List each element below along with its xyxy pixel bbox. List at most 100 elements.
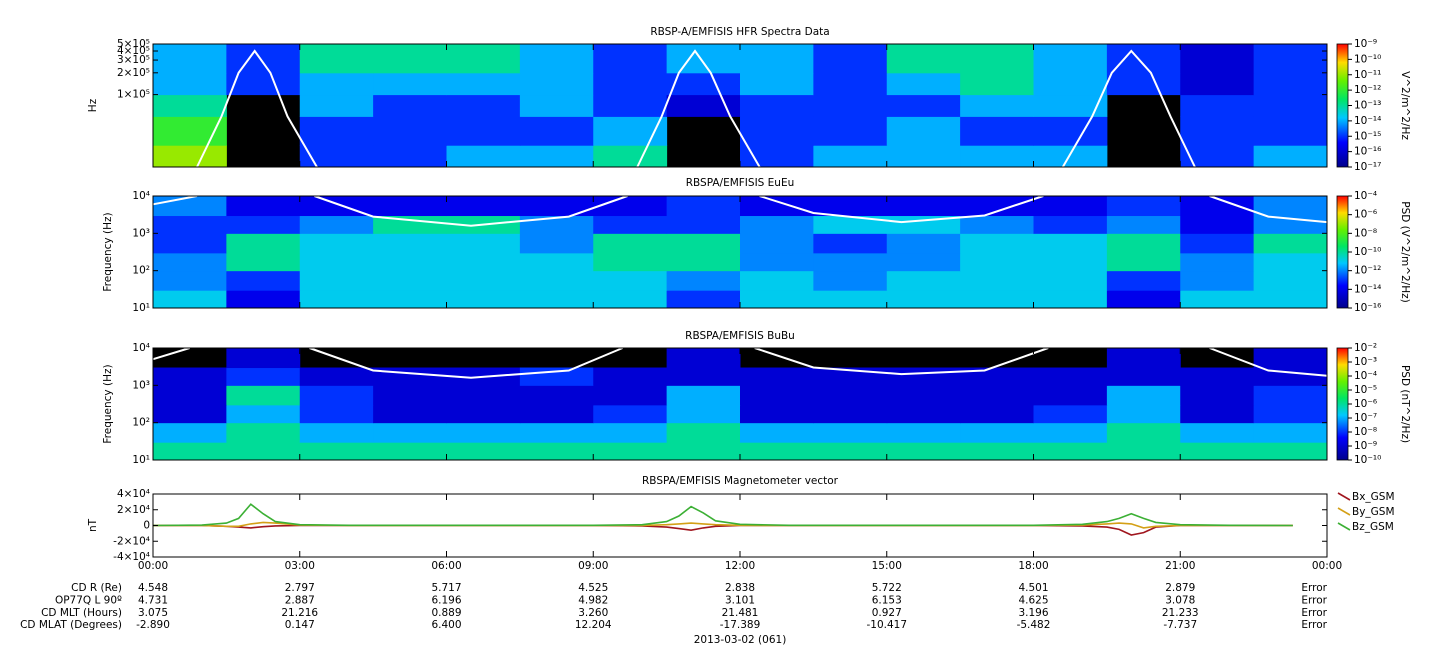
heatmap-cell bbox=[446, 94, 521, 117]
ephemeris-value: 0.889 bbox=[431, 607, 461, 619]
heatmap-cell bbox=[519, 385, 594, 406]
heatmap-cell bbox=[1033, 442, 1108, 461]
ephemeris-value: 21.233 bbox=[1162, 607, 1199, 619]
ephemeris-value: Error bbox=[1301, 594, 1327, 606]
heatmap-cell bbox=[813, 270, 888, 291]
ephemeris-value: 2.887 bbox=[285, 594, 315, 606]
heatmap-cell bbox=[446, 422, 521, 443]
heatmap-cell bbox=[373, 270, 447, 291]
heatmap-cell bbox=[153, 442, 227, 461]
heatmap-cell bbox=[299, 404, 374, 424]
heatmap-cell bbox=[299, 385, 374, 406]
data-line bbox=[153, 521, 1293, 529]
panel-title: RBSPA/EMFISIS BuBu bbox=[685, 330, 795, 342]
heatmap-cell bbox=[886, 270, 961, 291]
ephemeris-value: 5.722 bbox=[872, 582, 902, 594]
heatmap-cell bbox=[740, 145, 814, 168]
ephemeris-value: 21.216 bbox=[281, 607, 318, 619]
heatmap-cell bbox=[886, 252, 961, 272]
heatmap-cell bbox=[960, 72, 1034, 96]
heatmap-cell bbox=[813, 116, 888, 146]
heatmap-cell bbox=[960, 94, 1034, 117]
colorbar-tick-label: 10⁻⁸ bbox=[1354, 227, 1377, 239]
heatmap-cell bbox=[1106, 385, 1181, 406]
heatmap-cell bbox=[593, 44, 668, 74]
heatmap-cell bbox=[593, 233, 668, 254]
ephemeris-value: 4.548 bbox=[138, 582, 168, 594]
heatmap-cell bbox=[960, 252, 1034, 272]
heatmap-cell bbox=[1253, 442, 1328, 461]
heatmap-cell bbox=[593, 145, 668, 168]
colorbar-tick-label: 10⁻⁸ bbox=[1354, 426, 1377, 438]
heatmap-cell bbox=[1033, 404, 1108, 424]
heatmap-cell bbox=[373, 233, 447, 254]
ephemeris-value: 0.147 bbox=[285, 619, 315, 631]
heatmap-cell bbox=[886, 196, 961, 217]
y-tick-label: 10⁴ bbox=[132, 190, 150, 202]
panel-title: RBSP-A/EMFISIS HFR Spectra Data bbox=[650, 26, 829, 38]
heatmap-cell bbox=[593, 290, 668, 309]
heatmap-cell bbox=[153, 290, 227, 309]
ephemeris-value: 4.501 bbox=[1018, 582, 1048, 594]
heatmap-cell bbox=[519, 72, 594, 96]
y-tick-label: 0 bbox=[143, 520, 150, 532]
heatmap-cell bbox=[813, 72, 888, 96]
heatmap-cell bbox=[446, 385, 521, 406]
ephemeris-value: -2.890 bbox=[136, 619, 170, 631]
colorbar-tick-label: 10⁻⁴ bbox=[1354, 190, 1377, 202]
heatmap-cell bbox=[299, 94, 374, 117]
heatmap-cell bbox=[1253, 422, 1328, 443]
heatmap-cell bbox=[226, 233, 301, 254]
y-tick-label: 10¹ bbox=[132, 302, 150, 314]
heatmap-cell bbox=[886, 404, 961, 424]
heatmap-cell bbox=[666, 270, 741, 291]
heatmap-cell bbox=[740, 270, 814, 291]
ephemeris-value: 3.260 bbox=[578, 607, 608, 619]
heatmap-cell bbox=[666, 348, 741, 369]
heatmap-cell bbox=[1253, 385, 1328, 406]
heatmap-cell bbox=[1033, 44, 1108, 74]
heatmap-cell bbox=[960, 404, 1034, 424]
heatmap-cell bbox=[299, 44, 374, 74]
heatmap-cell bbox=[813, 442, 888, 461]
heatmap-cell bbox=[740, 44, 814, 74]
heatmap-cell bbox=[740, 367, 814, 386]
colorbar bbox=[1336, 347, 1349, 461]
heatmap-cell bbox=[740, 116, 814, 146]
heatmap-cell bbox=[666, 290, 741, 309]
heatmap-cell bbox=[1180, 116, 1255, 146]
heatmap-cell bbox=[446, 290, 521, 309]
heatmap-cell bbox=[519, 404, 594, 424]
heatmap-cell bbox=[740, 422, 814, 443]
x-tick-label: 00:00 bbox=[1312, 560, 1342, 572]
heatmap-cell bbox=[1253, 44, 1328, 74]
heatmap-cell bbox=[960, 116, 1034, 146]
heatmap-cell bbox=[299, 252, 374, 272]
heatmap-cell bbox=[740, 404, 814, 424]
heatmap-cell bbox=[153, 404, 227, 424]
heatmap-cell bbox=[1180, 44, 1255, 74]
heatmap-cell bbox=[960, 385, 1034, 406]
heatmap-cell bbox=[960, 442, 1034, 461]
heatmap-cell bbox=[886, 422, 961, 443]
heatmap-cell bbox=[373, 404, 447, 424]
heatmap-cell bbox=[1180, 252, 1255, 272]
legend-label: By_GSM bbox=[1352, 506, 1395, 518]
colorbar-tick-label: 10⁻¹⁰ bbox=[1354, 454, 1381, 466]
colorbar bbox=[1336, 43, 1349, 168]
heatmap-cell bbox=[666, 44, 741, 74]
heatmap-cell bbox=[373, 196, 447, 217]
heatmap-cell bbox=[1106, 252, 1181, 272]
heatmap-cell bbox=[446, 44, 521, 74]
y-tick-label: 1×10⁵ bbox=[117, 89, 150, 101]
heatmap-cell bbox=[960, 44, 1034, 74]
y-tick-label: -2×10⁴ bbox=[113, 535, 150, 547]
y-axis-label: Hz bbox=[87, 98, 99, 112]
colorbar-tick-label: 10⁻⁶ bbox=[1354, 398, 1377, 410]
legend-swatch bbox=[1337, 492, 1351, 501]
frequency-curve bbox=[152, 347, 1328, 379]
legend-swatch bbox=[1337, 507, 1351, 516]
heatmap-cell bbox=[299, 290, 374, 309]
heatmap-cell bbox=[1106, 348, 1181, 369]
heatmap-cell bbox=[813, 290, 888, 309]
